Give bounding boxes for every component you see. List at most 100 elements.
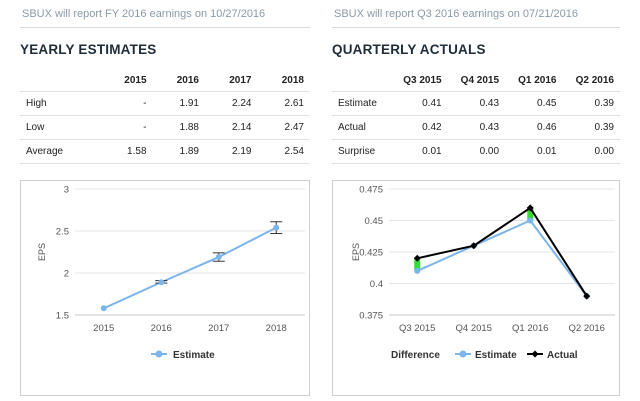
actual-point (470, 242, 478, 250)
legend-estimate-label: Estimate (173, 350, 215, 361)
table-header-row: Q3 2015 Q4 2015 Q1 2016 Q2 2016 (332, 69, 620, 91)
x-tick-label: Q1 2016 (512, 323, 548, 334)
table-cell: 0.46 (505, 114, 563, 139)
table-cell: 0.00 (447, 138, 506, 164)
yearly-eps-chart: 1.5 2 2.5 3 2015 2016 2017 2018 EPS Estimate (20, 180, 310, 396)
legend-actual-label: Actual (547, 350, 578, 361)
table-cell: 0.39 (562, 90, 620, 115)
table-cell: 0.43 (447, 90, 506, 115)
column-header: Q3 2015 (403, 74, 442, 86)
actual-point (583, 292, 591, 300)
q3-report-note: SBUX will report Q3 2016 earnings on 07/… (332, 0, 620, 28)
actual-series-line (417, 206, 588, 297)
x-tick-label: Q4 2015 (456, 323, 492, 334)
table-row: Average 1.58 1.89 2.19 2.54 (20, 138, 310, 164)
column-header: Q4 2015 (460, 74, 500, 86)
estimate-point (527, 217, 534, 224)
quarterly-actuals-panel: SBUX will report Q3 2016 earnings on 07/… (332, 0, 620, 164)
legend-actual-marker (531, 350, 539, 358)
table-cell: 2.54 (257, 138, 310, 164)
row-label: Low (20, 114, 101, 139)
table-cell: 2.19 (205, 138, 258, 164)
yearly-estimates-title: YEARLY ESTIMATES (20, 42, 157, 57)
x-tick-label: 2015 (93, 323, 114, 334)
y-tick-label: 3 (64, 185, 69, 196)
actual-point (526, 204, 534, 212)
table-cell: 2.61 (257, 90, 310, 115)
estimate-point (100, 305, 107, 312)
yearly-estimates-panel: SBUX will report FY 2016 earnings on 10/… (20, 0, 310, 164)
table-cell: 0.43 (447, 114, 506, 139)
x-tick-label: Q2 2016 (569, 323, 605, 334)
estimate-point (414, 267, 421, 274)
column-header: 2018 (281, 74, 304, 86)
y-tick-label: 0.475 (359, 185, 383, 196)
table-cell: 1.89 (152, 138, 205, 164)
legend-estimate-marker (155, 350, 163, 358)
quarterly-eps-chart-svg: 0.375 0.4 0.425 0.45 0.475 Q3 2015 Q4 2015 Q1 2… (351, 185, 615, 361)
y-axis-label: EPS (351, 243, 361, 261)
table-cell: - (100, 114, 153, 139)
row-label: High (20, 90, 101, 115)
yearly-estimates-table: 2015 2016 2017 2018 High - 1.91 2.24 2.6… (20, 69, 310, 164)
table-cell: 1.88 (152, 114, 205, 139)
x-tick-label: Q3 2015 (399, 323, 435, 334)
table-cell: 0.42 (390, 114, 448, 139)
row-label: Actual (332, 114, 391, 139)
table-row: Actual 0.42 0.43 0.46 0.39 (332, 114, 620, 139)
y-axis-label: EPS (37, 243, 47, 261)
table-cell: 0.45 (505, 90, 563, 115)
table-cell: 1.58 (100, 138, 153, 164)
row-label: Surprise (332, 138, 391, 164)
y-tick-label: 0.4 (370, 279, 383, 290)
y-tick-label: 0.375 (359, 311, 383, 322)
column-header: 2017 (229, 74, 252, 86)
table-cell: - (100, 90, 153, 115)
quarterly-eps-chart: 0.375 0.4 0.425 0.45 0.475 Q3 2015 Q4 2015 Q1 2… (332, 180, 620, 396)
fy-report-note: SBUX will report FY 2016 earnings on 10/… (20, 0, 310, 28)
column-header (332, 69, 390, 91)
table-row: High - 1.91 2.24 2.61 (20, 90, 310, 115)
column-header: Q1 2016 (518, 74, 557, 86)
legend-estimate-marker (459, 350, 467, 358)
column-header (20, 69, 100, 91)
x-tick-label: 2016 (151, 323, 172, 334)
table-header-row: 2015 2016 2017 2018 (20, 69, 310, 91)
estimate-point (273, 224, 280, 231)
difference-bar (414, 258, 421, 271)
table-cell: 2.14 (205, 114, 258, 139)
table-row: Low - 1.88 2.14 2.47 (20, 114, 310, 139)
column-header: Q2 2016 (575, 74, 614, 86)
y-tick-label: 0.425 (359, 248, 383, 259)
quarterly-actuals-table: Q3 2015 Q4 2015 Q1 2016 Q2 2016 Estimate… (332, 69, 620, 164)
y-tick-label: 2 (64, 269, 69, 280)
quarterly-actuals-title: QUARTERLY ACTUALS (332, 42, 486, 57)
x-tick-label: 2017 (208, 323, 229, 334)
y-tick-label: 2.5 (56, 227, 69, 238)
row-label: Estimate (332, 90, 391, 115)
y-tick-label: 1.5 (56, 311, 69, 322)
x-tick-label: 2018 (266, 323, 287, 334)
y-tick-label: 0.45 (365, 216, 384, 227)
table-cell: 0.01 (505, 138, 563, 164)
yearly-eps-chart-svg: 1.5 2 2.5 3 2015 2016 2017 2018 EPS Estimate (37, 185, 305, 361)
table-cell: 0.39 (562, 114, 620, 139)
table-row: Estimate 0.41 0.43 0.45 0.39 (332, 90, 620, 115)
legend-difference-label: Difference (391, 350, 440, 361)
table-cell: 0.00 (562, 138, 620, 164)
table-row: Surprise 0.01 0.00 0.01 0.00 (332, 138, 620, 164)
table-cell: 2.47 (257, 114, 310, 139)
legend-estimate-label: Estimate (475, 350, 517, 361)
table-cell: 2.24 (205, 90, 258, 115)
table-cell: 0.01 (390, 138, 448, 164)
estimate-point (158, 279, 165, 286)
row-label: Average (20, 138, 101, 164)
estimate-series-line (103, 226, 277, 310)
estimate-point (215, 254, 222, 261)
estimate-series-line (416, 219, 588, 297)
difference-bar (527, 207, 534, 221)
table-cell: 1.91 (152, 90, 205, 115)
column-header: 2016 (176, 74, 199, 86)
table-cell: 0.41 (390, 90, 448, 115)
column-header: 2015 (124, 74, 147, 86)
